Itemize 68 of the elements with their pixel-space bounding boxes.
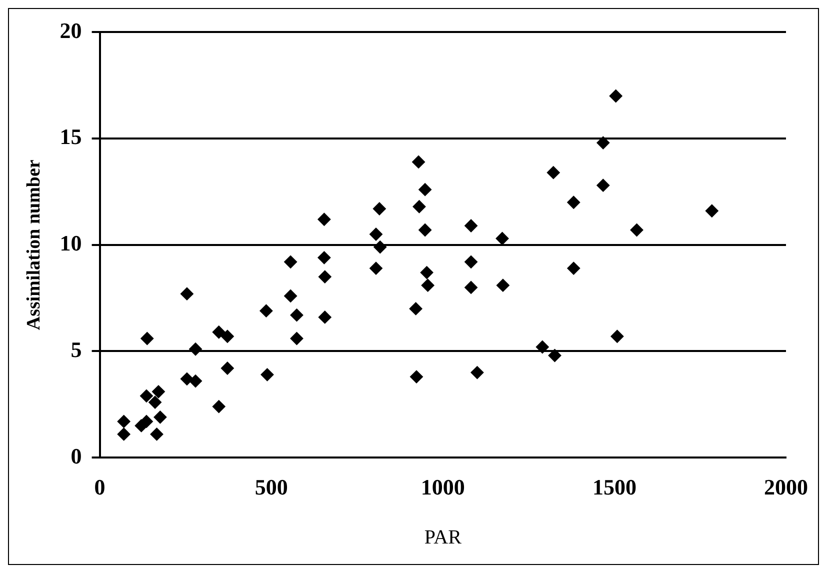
- point: [140, 414, 153, 428]
- point: [152, 385, 165, 398]
- point: [548, 349, 562, 362]
- point: [369, 228, 382, 241]
- point: [220, 330, 234, 343]
- point: [536, 340, 549, 354]
- point: [150, 428, 164, 441]
- point: [284, 255, 298, 268]
- point: [369, 262, 382, 275]
- point: [140, 389, 153, 402]
- point: [140, 332, 154, 345]
- point: [412, 200, 426, 214]
- point: [117, 414, 130, 428]
- point: [610, 330, 624, 343]
- point: [260, 368, 274, 382]
- point: [374, 240, 387, 254]
- point: [409, 302, 422, 316]
- point: [180, 372, 194, 386]
- point: [318, 270, 332, 284]
- point: [546, 166, 560, 180]
- x-axis-title: PAR: [424, 526, 462, 548]
- point: [705, 204, 718, 218]
- point: [410, 370, 423, 384]
- y-tick-label: 0: [70, 443, 82, 468]
- point: [212, 326, 226, 339]
- x-tick-label: 0: [94, 474, 106, 500]
- point: [464, 219, 478, 232]
- point: [290, 308, 304, 322]
- point: [609, 90, 622, 103]
- point: [464, 255, 478, 268]
- point: [418, 224, 432, 237]
- x-tick-label: 500: [254, 474, 288, 500]
- point: [212, 400, 226, 414]
- point: [318, 310, 332, 324]
- point: [496, 278, 510, 292]
- point: [180, 287, 194, 300]
- x-tick-label: 2000: [764, 474, 808, 500]
- y-tick-label: 15: [60, 124, 82, 150]
- point: [154, 410, 167, 424]
- point: [148, 396, 162, 409]
- y-axis-title: Assimilation number: [23, 159, 44, 330]
- point: [596, 136, 610, 150]
- point: [421, 278, 434, 292]
- point: [567, 262, 580, 275]
- point: [260, 304, 273, 318]
- point: [284, 289, 298, 302]
- point: [290, 332, 304, 345]
- point: [189, 342, 202, 356]
- point: [220, 362, 234, 375]
- point: [117, 428, 130, 441]
- y-tick-label: 20: [60, 18, 82, 43]
- point: [412, 155, 426, 168]
- point: [567, 196, 580, 209]
- point: [318, 212, 331, 226]
- point: [496, 232, 509, 246]
- point: [418, 183, 432, 196]
- y-tick-label: 5: [70, 336, 82, 362]
- point: [189, 374, 202, 388]
- y-tick-label: 10: [60, 230, 82, 256]
- point: [630, 224, 644, 237]
- point: [318, 251, 331, 264]
- point: [470, 366, 484, 380]
- x-tick-label: 1000: [420, 474, 465, 500]
- point: [596, 178, 610, 192]
- point: [372, 202, 386, 216]
- point: [420, 266, 434, 280]
- x-tick-label: 1500: [592, 474, 636, 500]
- point: [464, 280, 478, 294]
